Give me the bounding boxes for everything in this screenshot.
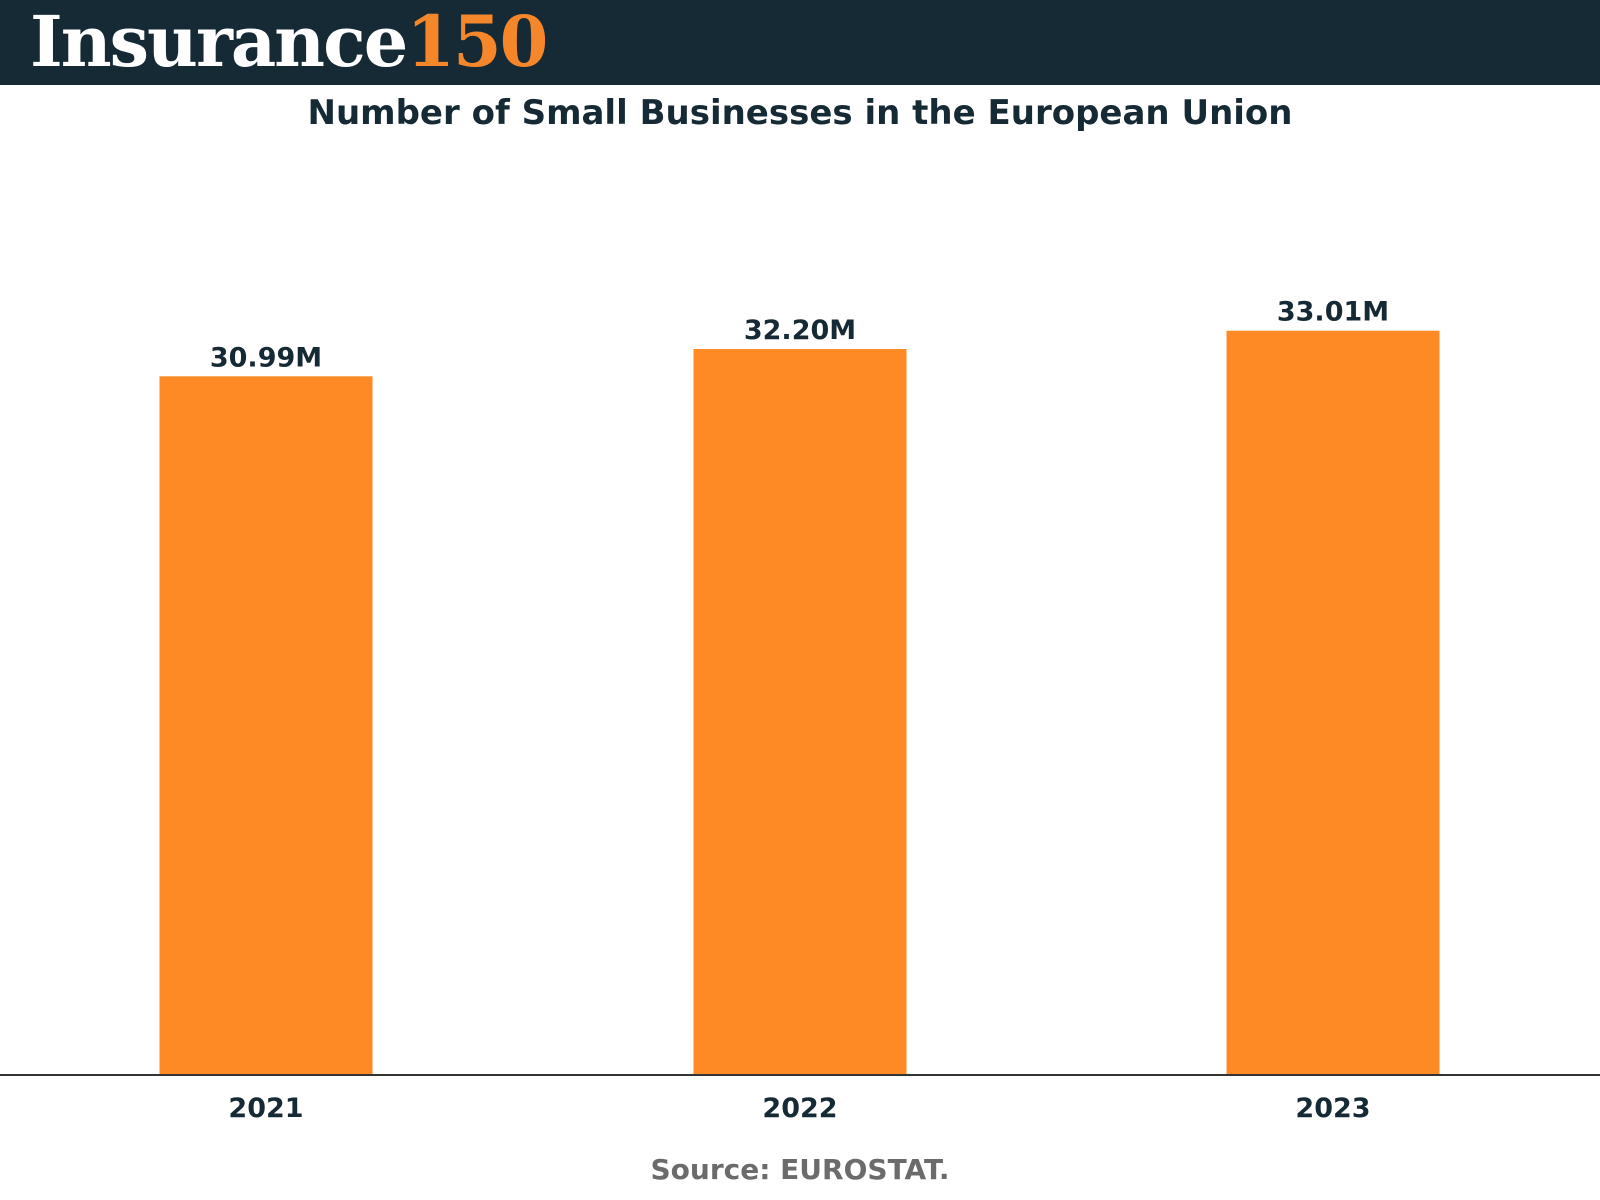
- brand-logo: Insurance150: [30, 0, 548, 83]
- chart-title: Number of Small Businesses in the Europe…: [307, 93, 1293, 133]
- logo-number: 150: [406, 0, 548, 83]
- data-label-2022: 32.20M: [744, 315, 856, 346]
- bar-2022: [693, 349, 907, 1075]
- bar-2021: [159, 376, 373, 1075]
- x-tick-label-2021: 2021: [228, 1093, 303, 1124]
- x-tick-label-2022: 2022: [762, 1093, 837, 1124]
- x-tick-label-2023: 2023: [1295, 1093, 1370, 1124]
- source-note: Source: EUROSTAT.: [650, 1153, 950, 1186]
- data-label-2023: 33.01M: [1277, 297, 1389, 328]
- logo-word: Insurance: [30, 0, 408, 83]
- data-label-2021: 30.99M: [210, 342, 322, 373]
- brand-header: Insurance150: [0, 0, 1600, 85]
- bar-2023: [1226, 330, 1440, 1076]
